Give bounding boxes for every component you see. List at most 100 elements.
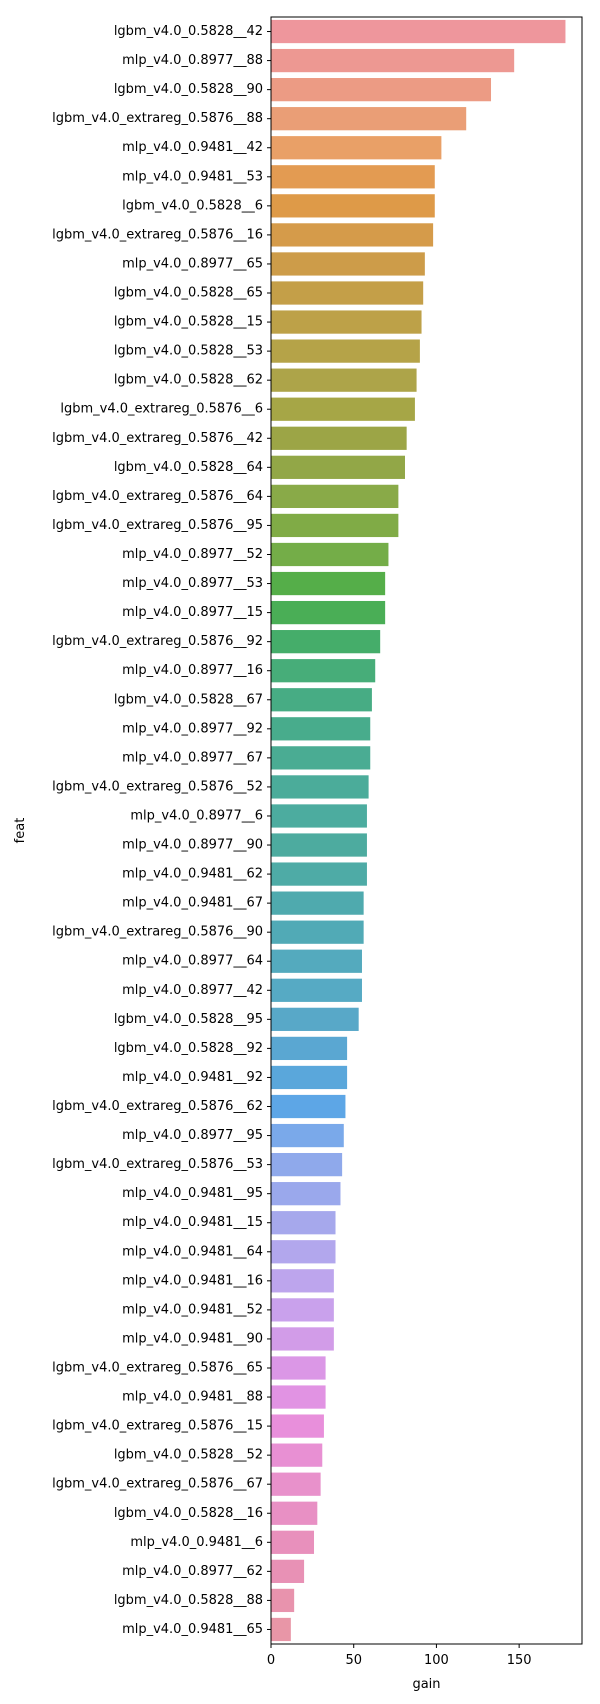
x-ticks: 0 50 100 150 (267, 1644, 532, 1668)
bar (271, 688, 372, 712)
bar (271, 310, 422, 334)
y-tick-label: lgbm_v4.0_0.5828__42 (114, 24, 263, 39)
y-tick-label: lgbm_v4.0_extrareg_0.5876__16 (52, 227, 263, 242)
y-tick-label: mlp_v4.0_0.9481__16 (122, 1273, 263, 1288)
bar (271, 1065, 348, 1090)
x-axis-label: gain (412, 1677, 440, 1692)
y-tick-label: mlp_v4.0_0.9481__64 (122, 1244, 263, 1259)
bar (271, 1211, 336, 1235)
bar (271, 194, 435, 218)
x-tick-label: 100 (424, 1653, 449, 1668)
bar (271, 833, 367, 857)
y-tick-label: mlp_v4.0_0.8977__64 (122, 954, 263, 969)
bar (271, 1472, 321, 1496)
y-tick-label: mlp_v4.0_0.8977__92 (122, 721, 263, 736)
bar (271, 484, 399, 509)
y-tick-label: lgbm_v4.0_extrareg_0.5876__62 (52, 1099, 263, 1114)
bar (271, 920, 364, 944)
bar (271, 717, 371, 741)
bar (271, 455, 405, 479)
y-tick-label: mlp_v4.0_0.8977__65 (122, 256, 263, 271)
bar (271, 19, 566, 44)
bar (271, 949, 362, 973)
y-tick-label: mlp_v4.0_0.9481__92 (122, 1070, 263, 1085)
y-tick-label: lgbm_v4.0_extrareg_0.5876__65 (52, 1360, 263, 1375)
bar (271, 1094, 346, 1119)
y-tick-label: mlp_v4.0_0.9481__88 (122, 1390, 263, 1405)
y-tick-label: lgbm_v4.0_extrareg_0.5876__95 (52, 518, 263, 533)
bar (271, 368, 417, 392)
bar (271, 165, 435, 189)
y-tick-label: lgbm_v4.0_extrareg_0.5876__53 (52, 1157, 263, 1172)
bar (271, 1414, 324, 1438)
y-tick-label: mlp_v4.0_0.9481__42 (122, 140, 263, 155)
x-tick-label: 0 (267, 1653, 275, 1668)
bar (271, 1356, 326, 1380)
bar (271, 426, 407, 450)
bar (271, 281, 424, 305)
bar (271, 1123, 344, 1148)
y-tick-label: mlp_v4.0_0.8977__62 (122, 1564, 263, 1579)
y-tick-labels: lgbm_v4.0_0.5828__42 mlp_v4.0_0.8977__88l… (52, 24, 271, 1637)
bar (271, 223, 434, 247)
bar (271, 1182, 341, 1206)
y-axis-label: feat (13, 818, 28, 844)
bar (271, 1269, 334, 1293)
y-tick-label: mlp_v4.0_0.9481__67 (122, 896, 263, 911)
bar (271, 1240, 336, 1264)
x-tick-label: 150 (507, 1653, 532, 1668)
y-tick-label: lgbm_v4.0_extrareg_0.5876__6 (60, 402, 263, 417)
y-tick-label: lgbm_v4.0_0.5828__65 (114, 286, 263, 301)
y-tick-label: mlp_v4.0_0.8977__67 (122, 750, 263, 765)
y-tick-label: lgbm_v4.0_0.5828__52 (114, 1448, 263, 1463)
bars-layer (271, 19, 566, 1642)
bar (271, 978, 362, 1002)
y-tick-label: lgbm_v4.0_extrareg_0.5876__42 (52, 431, 263, 446)
y-tick-label: lgbm_v4.0_extrareg_0.5876__64 (52, 489, 263, 504)
y-tick-label: mlp_v4.0_0.9481__53 (122, 169, 263, 184)
y-tick-label: mlp_v4.0_0.8977__52 (122, 547, 263, 562)
bar (271, 1530, 315, 1554)
y-tick-label: mlp_v4.0_0.8977__53 (122, 576, 263, 591)
bar (271, 107, 467, 131)
y-tick-label: lgbm_v4.0_extrareg_0.5876__90 (52, 925, 263, 940)
bar (271, 891, 364, 915)
bar (271, 1007, 359, 1031)
y-tick-label: mlp_v4.0_0.9481__90 (122, 1331, 263, 1346)
bar (271, 804, 367, 828)
y-tick-label: lgbm_v4.0_0.5828__15 (114, 315, 263, 330)
bar (271, 1152, 343, 1177)
y-tick-label: lgbm_v4.0_0.5828__90 (114, 82, 263, 97)
bar (271, 630, 381, 654)
x-tick-label: 50 (345, 1653, 362, 1668)
y-tick-label: lgbm_v4.0_0.5828__95 (114, 1012, 263, 1027)
y-tick-label: mlp_v4.0_0.8977__6 (130, 808, 263, 823)
bar (271, 1385, 326, 1409)
bar (271, 48, 515, 73)
bar (271, 1617, 291, 1642)
y-tick-label: mlp_v4.0_0.8977__16 (122, 663, 263, 678)
y-tick-label: mlp_v4.0_0.9481__15 (122, 1215, 263, 1230)
y-tick-label: lgbm_v4.0_0.5828__16 (114, 1506, 263, 1521)
bar (271, 397, 415, 421)
bar (271, 513, 399, 538)
y-tick-label: lgbm_v4.0_0.5828__67 (114, 692, 263, 707)
y-tick-label: mlp_v4.0_0.9481__62 (122, 867, 263, 882)
y-tick-label: mlp_v4.0_0.8977__90 (122, 838, 263, 853)
bar (271, 1298, 334, 1322)
y-tick-label: mlp_v4.0_0.8977__88 (122, 53, 263, 68)
y-tick-label: mlp_v4.0_0.8977__42 (122, 983, 263, 998)
y-tick-label: mlp_v4.0_0.9481__95 (122, 1186, 263, 1201)
y-tick-label: lgbm_v4.0_extrareg_0.5876__52 (52, 779, 263, 794)
bar (271, 1327, 334, 1351)
bar (271, 136, 442, 160)
bar (271, 659, 376, 683)
bar (271, 600, 386, 625)
bar (271, 571, 386, 596)
bar (271, 78, 492, 102)
bar (271, 775, 369, 799)
bar (271, 339, 420, 363)
y-tick-label: lgbm_v4.0_extrareg_0.5876__15 (52, 1419, 263, 1434)
y-tick-label: mlp_v4.0_0.9481__65 (122, 1622, 263, 1637)
